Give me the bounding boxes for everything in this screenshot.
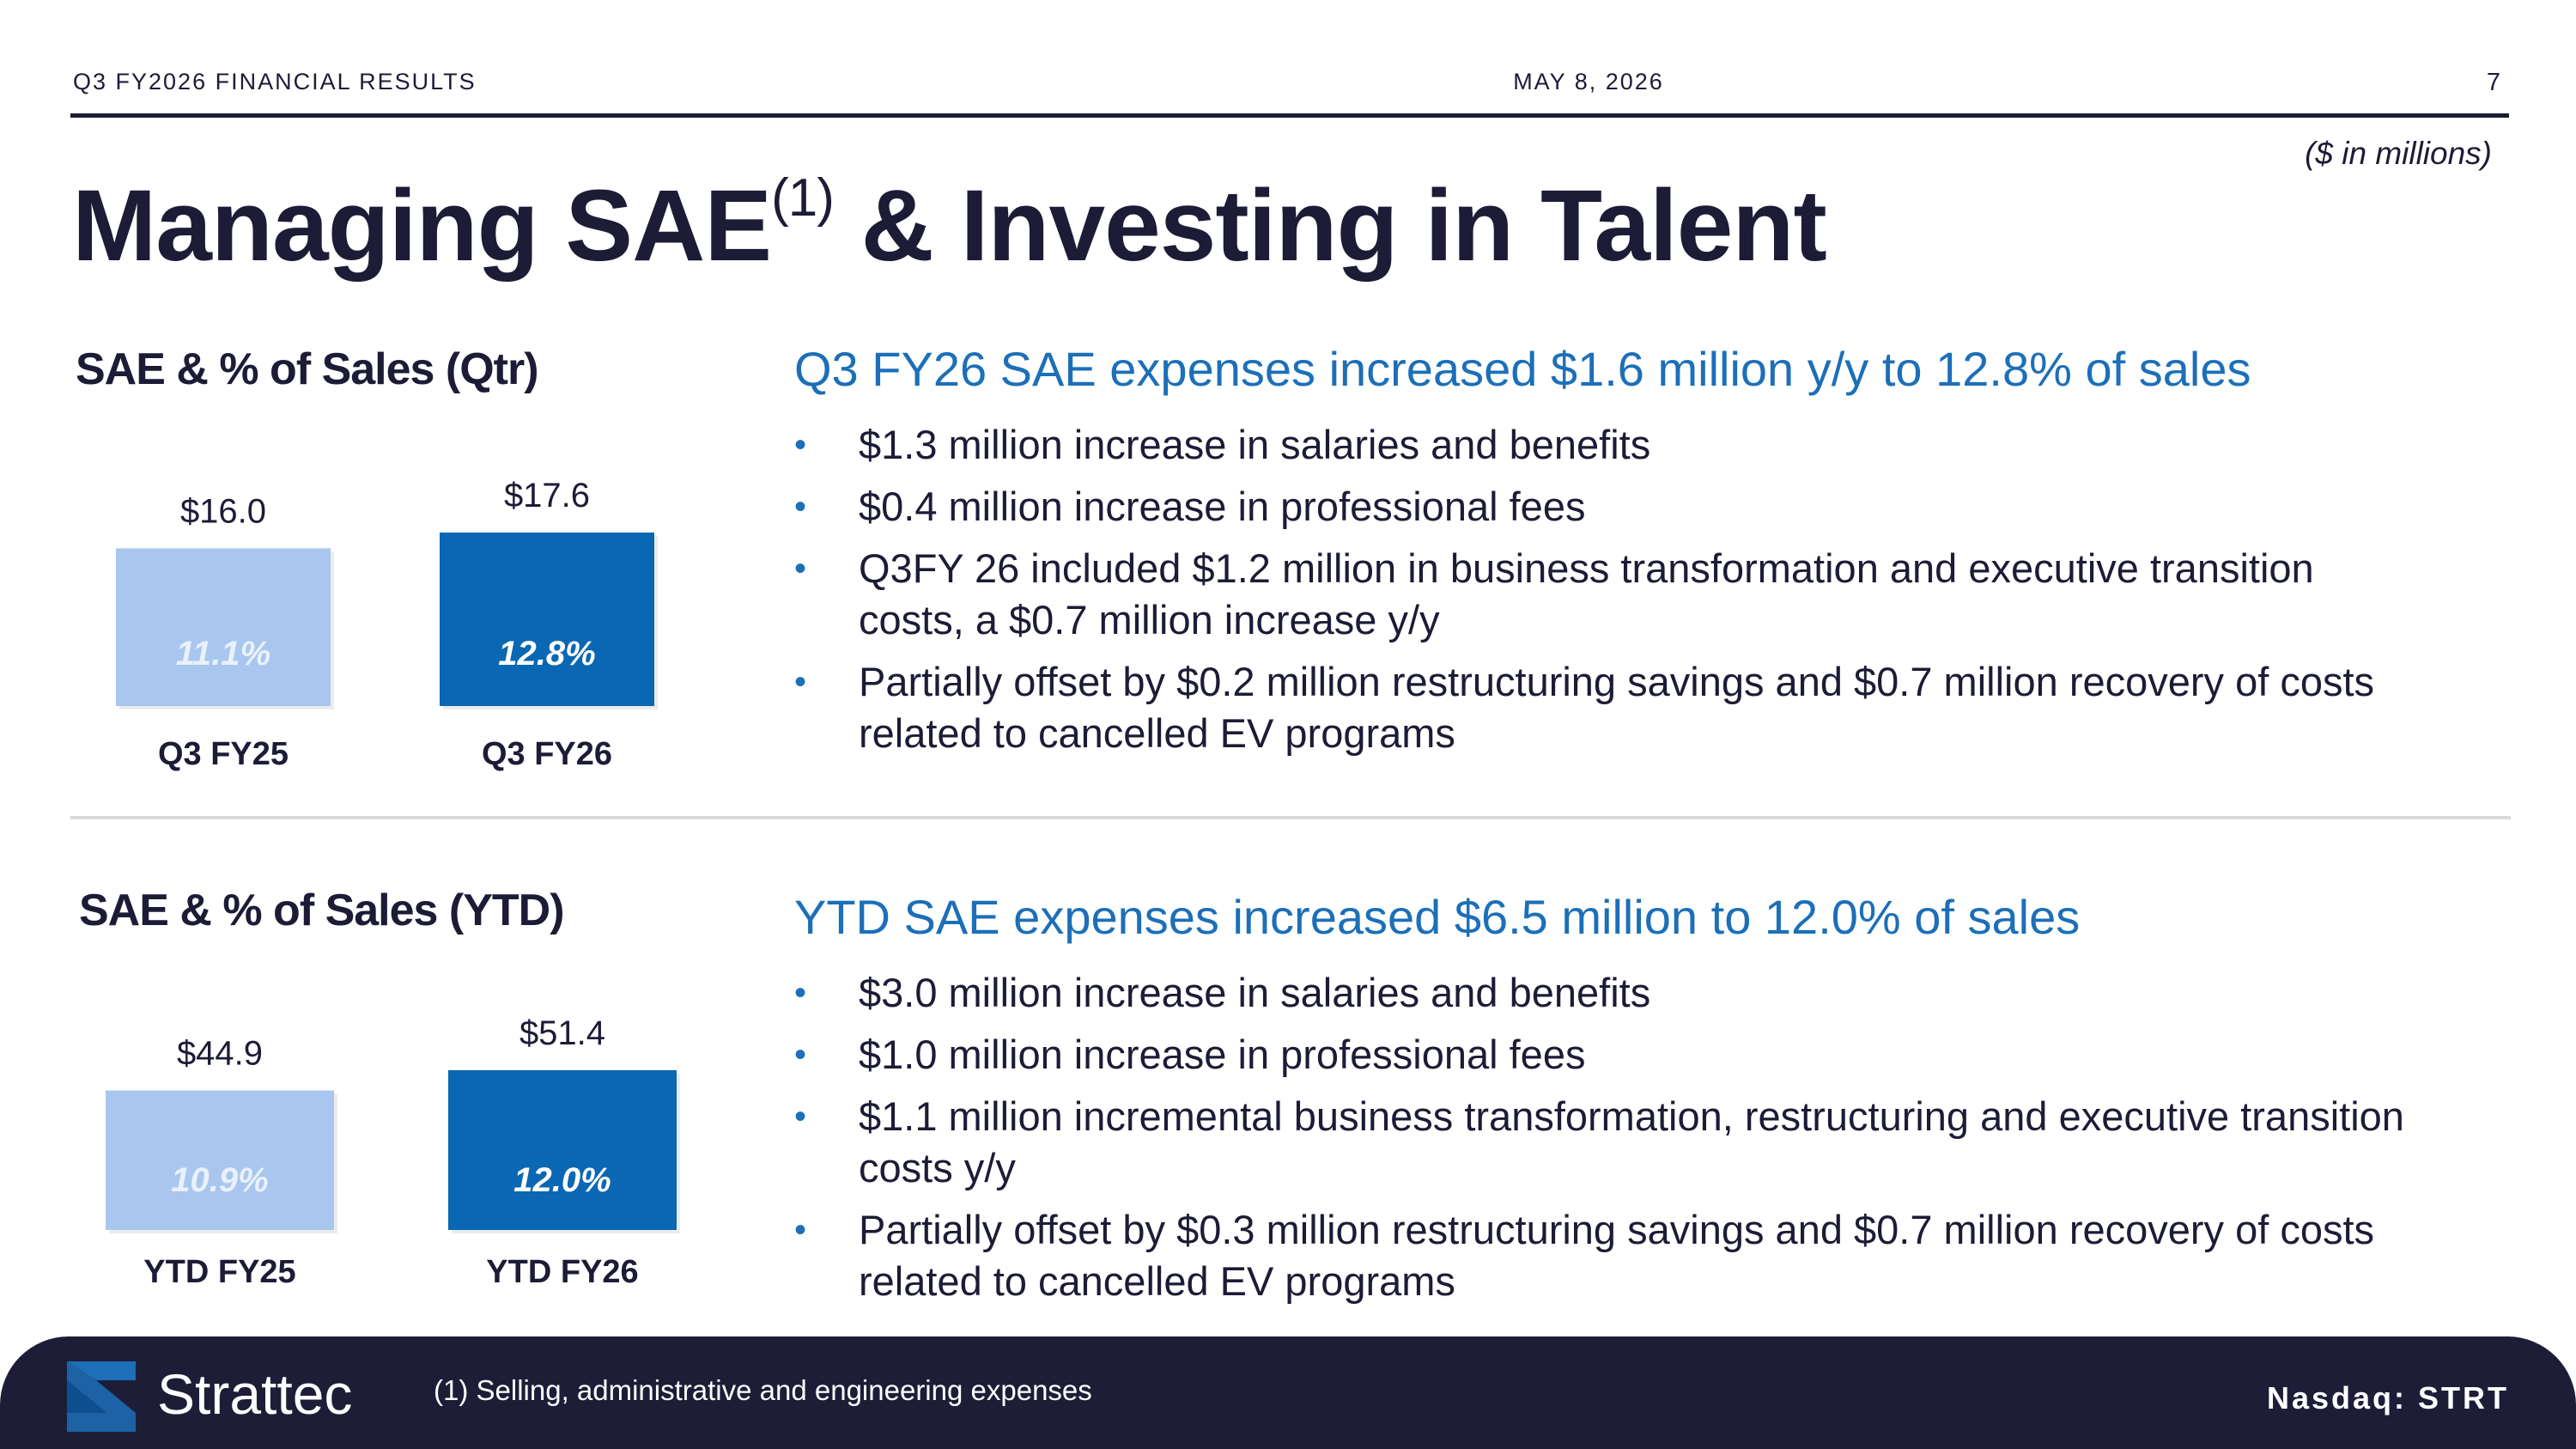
list-item: • $3.0 million increase in salaries and b… bbox=[794, 967, 2426, 1019]
qtr-bullet-list: • $1.3 million increase in salaries and b… bbox=[794, 419, 2426, 770]
bar-value-label: $17.6 bbox=[504, 477, 590, 514]
ytd-chart-title: SAE & % of Sales (YTD) bbox=[79, 886, 565, 935]
bar-percent-label: 10.9% bbox=[171, 1161, 268, 1199]
list-item: • Partially offset by $0.2 million restru… bbox=[794, 656, 2426, 759]
brand-name: Strattec bbox=[157, 1362, 353, 1426]
bar-value-label: $51.4 bbox=[519, 1014, 605, 1052]
bar bbox=[448, 1070, 677, 1230]
category-label: Q3 FY26 bbox=[482, 736, 612, 772]
ticker-symbol: Nasdaq: STRT bbox=[2266, 1380, 2509, 1416]
title-footnote-ref: (1) bbox=[771, 168, 835, 228]
bar-value-label: $16.0 bbox=[180, 492, 266, 530]
bar-value-label: $44.9 bbox=[177, 1035, 263, 1073]
footer-bar bbox=[0, 1336, 2576, 1449]
strattec-logo-icon bbox=[67, 1361, 136, 1432]
bar bbox=[440, 533, 654, 706]
title-main: Managing SAE bbox=[72, 169, 772, 283]
category-label: YTD FY26 bbox=[486, 1254, 638, 1290]
title-rest: & Investing in Talent bbox=[833, 169, 1827, 283]
bar-percent-label: 11.1% bbox=[176, 635, 270, 673]
qtr-chart-title: SAE & % of Sales (Qtr) bbox=[76, 344, 539, 394]
bullet-icon: • bbox=[794, 426, 807, 464]
page-number: 7 bbox=[2486, 69, 2500, 96]
bar bbox=[106, 1090, 334, 1230]
list-item: • $0.4 million increase in professional f… bbox=[794, 481, 2426, 533]
list-item: • Q3FY 26 included $1.2 million in busine… bbox=[794, 543, 2426, 646]
bullet-icon: • bbox=[794, 974, 807, 1012]
list-item: • $1.0 million increase in professional f… bbox=[794, 1029, 2426, 1081]
list-item: • Partially offset by $0.3 million restru… bbox=[794, 1204, 2426, 1307]
bullet-icon: • bbox=[794, 1211, 807, 1249]
category-label: Q3 FY25 bbox=[158, 736, 289, 772]
list-item: • $1.3 million increase in salaries and b… bbox=[794, 419, 2426, 471]
bullet-icon: • bbox=[794, 1098, 807, 1135]
report-date: MAY 8, 2026 bbox=[1513, 69, 1664, 94]
report-label: Q3 FY2026 FINANCIAL RESULTS bbox=[73, 69, 477, 94]
bar-percent-label: 12.8% bbox=[498, 635, 595, 673]
list-item: • $1.1 million incremental business trans… bbox=[794, 1091, 2426, 1194]
bar-percent-label: 12.0% bbox=[513, 1161, 611, 1199]
footnote: (1) Selling, administrative and engineer… bbox=[434, 1374, 1092, 1406]
qtr-headline: Q3 FY26 SAE expenses increased $1.6 mill… bbox=[794, 342, 2251, 396]
header-rule bbox=[70, 113, 2509, 118]
ytd-headline: YTD SAE expenses increased $6.5 million … bbox=[794, 890, 2081, 944]
page-title: Managing SAE(1) & Investing in Talent bbox=[72, 167, 1827, 284]
bullet-icon: • bbox=[794, 488, 807, 526]
section-divider bbox=[70, 816, 2511, 819]
ytd-bar-chart: $44.9 10.9% YTD FY25 $51.4 12.0% YTD FY26 bbox=[106, 1014, 680, 1290]
bullet-icon: • bbox=[794, 663, 807, 701]
bullet-icon: • bbox=[794, 1036, 807, 1074]
units-note: ($ in millions) bbox=[2305, 136, 2492, 171]
qtr-bar-chart: $16.0 11.1% Q3 FY25 $17.6 12.8% Q3 FY26 bbox=[116, 477, 658, 772]
bar bbox=[116, 548, 331, 706]
ytd-bullet-list: • $3.0 million increase in salaries and b… bbox=[794, 967, 2426, 1318]
category-label: YTD FY25 bbox=[143, 1254, 295, 1290]
bullet-icon: • bbox=[794, 550, 807, 588]
